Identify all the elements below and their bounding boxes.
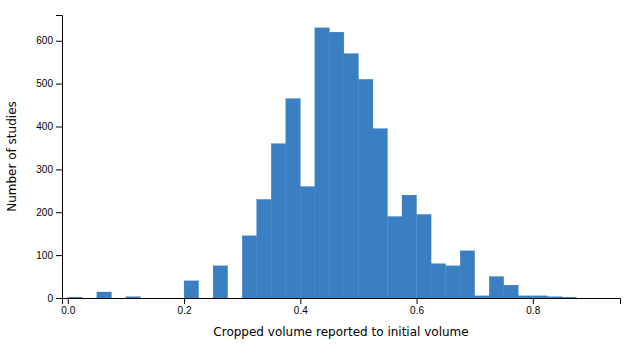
bar [388,217,403,298]
tick-mark [300,298,301,304]
bar [431,264,446,298]
chart: 0.0 0.2 0.4 0.6 0.8 0 100 200 300 400 500 600 Croppe… [0,0,640,346]
bar [576,298,591,299]
bar [68,297,83,298]
bar [489,277,504,298]
bar [358,79,373,298]
bar [97,292,112,298]
tick-mark [56,126,62,127]
bar [170,298,185,299]
x-axis: 0.0 0.2 0.4 0.6 0.8 [61,298,620,316]
bar [547,297,562,298]
bars [68,28,577,298]
tick-label: 0.8 [526,305,540,316]
tick: 0.6 [410,298,424,316]
tick-label: 0.2 [178,305,192,316]
bar [257,199,272,298]
tick: 0.0 [61,298,75,316]
tick-mark [56,298,62,299]
tick-label: 0 [47,293,53,304]
tick-label: 400 [36,121,53,132]
tick: 0 [47,293,62,304]
bar [329,32,344,298]
tick: 0.8 [526,298,540,316]
bar [271,144,286,298]
axis-line [63,299,621,305]
tick-mark [56,255,62,256]
tick-label: 0.6 [410,305,424,316]
x-axis-title: Cropped volume reported to initial volum… [213,325,468,339]
tick-label: 100 [36,250,53,261]
bar [591,298,606,299]
tick-mark [56,169,62,170]
bar [533,296,548,298]
bar [199,298,214,299]
bar [605,298,620,299]
tick: 600 [36,35,62,46]
tick-label: 0.4 [294,305,308,316]
axis-line [56,16,63,299]
bar [373,129,388,298]
tick-label: 500 [36,78,53,89]
tick-mark [417,298,418,304]
bar [228,298,243,299]
bar [111,298,126,299]
bar [184,281,199,298]
bar [344,54,359,298]
tick-label: 300 [36,164,53,175]
tick: 200 [36,207,62,218]
bar [286,99,301,298]
tick: 100 [36,250,62,261]
tick-mark [533,298,534,304]
tick: 0.4 [294,298,308,316]
bar [460,251,475,298]
bar [155,298,170,299]
bar [126,297,141,298]
tick-mark [56,212,62,213]
tick-label: 200 [36,207,53,218]
bar [213,266,228,298]
bar [402,195,417,298]
bar [562,297,577,298]
tick: 400 [36,121,62,132]
tick-mark [184,298,185,304]
bar [300,187,315,298]
bar [82,298,97,299]
y-axis-title: Number of studies [5,101,19,212]
tick-label: 600 [36,35,53,46]
y-axis: 0 100 200 300 400 500 600 [36,16,62,304]
tick-mark [68,298,69,304]
bar [504,285,519,298]
tick-mark [56,41,62,42]
bar [417,214,432,298]
bar [518,296,533,298]
tick-mark [56,84,62,85]
bar [446,266,461,298]
tick: 300 [36,164,62,175]
tick: 500 [36,78,62,89]
bar [475,296,490,298]
plot: 0.0 0.2 0.4 0.6 0.8 0 100 200 300 400 500 600 [36,16,620,317]
bar [315,28,330,298]
tick: 0.2 [178,298,192,316]
bar [140,298,155,299]
tick-label: 0.0 [61,305,75,316]
bar [242,236,257,298]
